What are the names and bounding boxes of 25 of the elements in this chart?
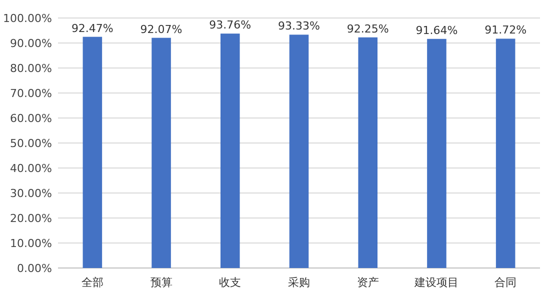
data-label: 91.72% — [484, 24, 527, 37]
y-tick-label: 40.00% — [10, 162, 52, 175]
y-tick-label: 30.00% — [10, 186, 52, 200]
y-tick-label: 70.00% — [10, 86, 52, 100]
y-tick-label: 20.00% — [10, 212, 52, 225]
data-label: 93.76% — [209, 18, 252, 32]
data-label: 92.25% — [346, 22, 389, 36]
y-tick-label: 0.00% — [17, 262, 52, 275]
y-tick-label: 90.00% — [10, 36, 52, 50]
x-tick-label: 建设项目 — [414, 276, 459, 289]
data-label: 92.47% — [71, 22, 114, 35]
data-label: 91.64% — [416, 24, 458, 37]
y-tick-label: 80.00% — [10, 62, 52, 75]
x-tick-label: 预算 — [150, 276, 172, 289]
y-tick-label: 10.00% — [10, 236, 52, 250]
x-tick-label: 资产 — [356, 276, 379, 289]
data-label: 92.07% — [140, 22, 182, 36]
y-tick-label: 100.00% — [3, 12, 52, 25]
y-tick-label: 50.00% — [10, 136, 52, 150]
x-tick-label: 采购 — [288, 276, 310, 289]
y-tick-label: 60.00% — [10, 112, 52, 125]
x-tick-label: 全部 — [81, 276, 104, 289]
data-label: 93.33% — [278, 20, 320, 33]
x-tick-label: 合同 — [494, 276, 517, 289]
x-tick-label: 收支 — [219, 276, 242, 289]
